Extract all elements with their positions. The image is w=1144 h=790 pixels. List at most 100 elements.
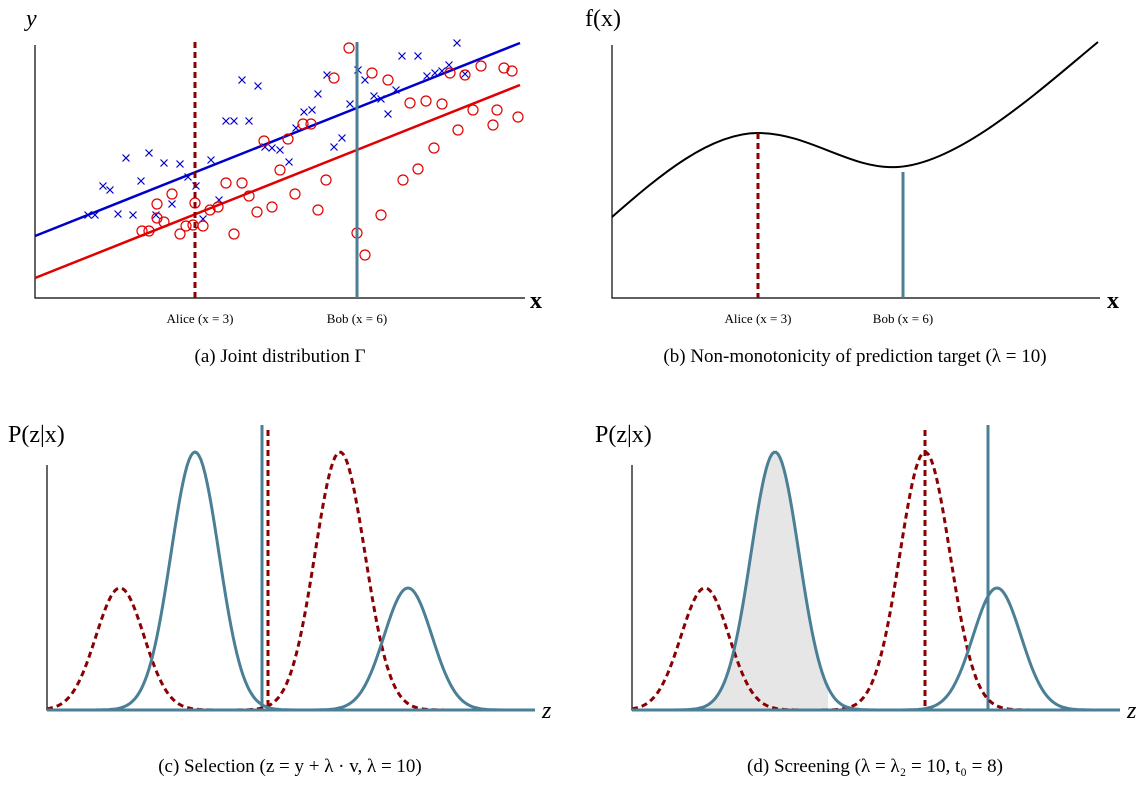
cross-marker [361, 76, 369, 84]
circle-marker [136, 225, 148, 237]
circle-marker [487, 119, 499, 131]
z-label: z [541, 698, 552, 724]
curve [611, 41, 1099, 218]
circle-marker [397, 174, 409, 186]
circle-marker [258, 135, 270, 147]
circle-marker [166, 188, 178, 200]
circle-marker [459, 69, 471, 81]
circle-marker [452, 124, 464, 136]
cross-marker [314, 90, 322, 98]
cross-marker [222, 117, 230, 125]
cross-marker [106, 186, 114, 194]
cross-marker [384, 110, 392, 118]
circle-marker [404, 97, 416, 109]
y-label: P(z|x) [8, 422, 65, 448]
circle-marker [297, 118, 309, 130]
axes [34, 45, 525, 299]
cross-marker [230, 117, 238, 125]
circle-marker [382, 74, 394, 86]
circle-marker [158, 216, 170, 228]
cross-marker [268, 144, 276, 152]
cross-marker [438, 67, 446, 75]
cross-marker [377, 95, 385, 103]
circle-marker [420, 95, 432, 107]
scatter-points [84, 39, 524, 261]
cross-marker [168, 200, 176, 208]
cross-marker [370, 92, 378, 100]
y-label: y [24, 6, 37, 32]
circle-marker [266, 201, 278, 213]
circle-marker [274, 164, 286, 176]
density-curve [46, 450, 535, 712]
blue-fit-line [34, 41, 521, 238]
circle-marker [491, 104, 503, 116]
circle-marker [475, 60, 487, 72]
circle-marker [212, 201, 224, 213]
cross-marker [245, 117, 253, 125]
cross-marker [414, 52, 422, 60]
circle-marker [512, 111, 524, 123]
annotation: Alice (x = 3) [725, 311, 792, 326]
red-fit-line [34, 83, 521, 280]
density-curve [47, 450, 535, 712]
panel-b: f(x) x Alice (x = 3) Bob (x = 6) (b) Non… [585, 6, 1119, 367]
circle-marker [243, 190, 255, 202]
circle-marker [428, 142, 440, 154]
circle-marker [366, 67, 378, 79]
y-label: f(x) [585, 6, 621, 32]
circle-marker [282, 133, 294, 145]
cross-marker [431, 69, 439, 77]
caption: (a) Joint distribution Γ [195, 346, 366, 367]
circle-marker [506, 65, 518, 77]
circle-marker [204, 204, 216, 216]
annotation: Bob (x = 6) [873, 311, 933, 326]
caption: (c) Selection (z = y + λ · v, λ = 10) [158, 756, 422, 777]
circle-marker [151, 198, 163, 210]
cross-marker [99, 182, 107, 190]
cross-marker [160, 159, 168, 167]
y-label: P(z|x) [595, 422, 652, 448]
cross-marker [114, 210, 122, 218]
cross-marker [91, 211, 99, 219]
panel-a: y x Alice (x = 3) Bob (x = 6) (a) Joint … [24, 6, 542, 367]
circle-marker [180, 220, 192, 232]
circle-marker [328, 72, 340, 84]
cross-marker [129, 211, 137, 219]
cross-marker [445, 61, 453, 69]
cross-marker [392, 86, 400, 94]
cross-marker [423, 72, 431, 80]
circle-marker [197, 220, 209, 232]
annotation: Bob (x = 6) [327, 311, 387, 326]
cross-marker [137, 177, 145, 185]
cross-marker [338, 134, 346, 142]
axes [611, 45, 1100, 299]
cross-marker [453, 39, 461, 47]
z-label: z [1126, 698, 1137, 724]
cross-marker [84, 211, 92, 219]
circle-marker [143, 225, 155, 237]
cross-marker [176, 160, 184, 168]
cross-marker [145, 149, 153, 157]
x-label: x [530, 288, 542, 314]
density-curve [631, 450, 1120, 712]
density-curve [632, 450, 1120, 712]
circle-marker [343, 42, 355, 54]
cross-marker [122, 154, 130, 162]
cross-marker [254, 82, 262, 90]
cross-marker [285, 158, 293, 166]
annotation: Alice (x = 3) [167, 311, 234, 326]
circle-marker [467, 104, 479, 116]
circle-marker [228, 228, 240, 240]
cross-marker [238, 76, 246, 84]
cross-marker [276, 146, 284, 154]
cross-marker [184, 173, 192, 181]
cross-marker [308, 106, 316, 114]
circle-marker [251, 206, 263, 218]
cross-marker [461, 70, 469, 78]
circle-marker [375, 209, 387, 221]
cross-marker [346, 100, 354, 108]
cross-marker [330, 143, 338, 151]
circle-marker [320, 174, 332, 186]
circle-marker [444, 67, 456, 79]
